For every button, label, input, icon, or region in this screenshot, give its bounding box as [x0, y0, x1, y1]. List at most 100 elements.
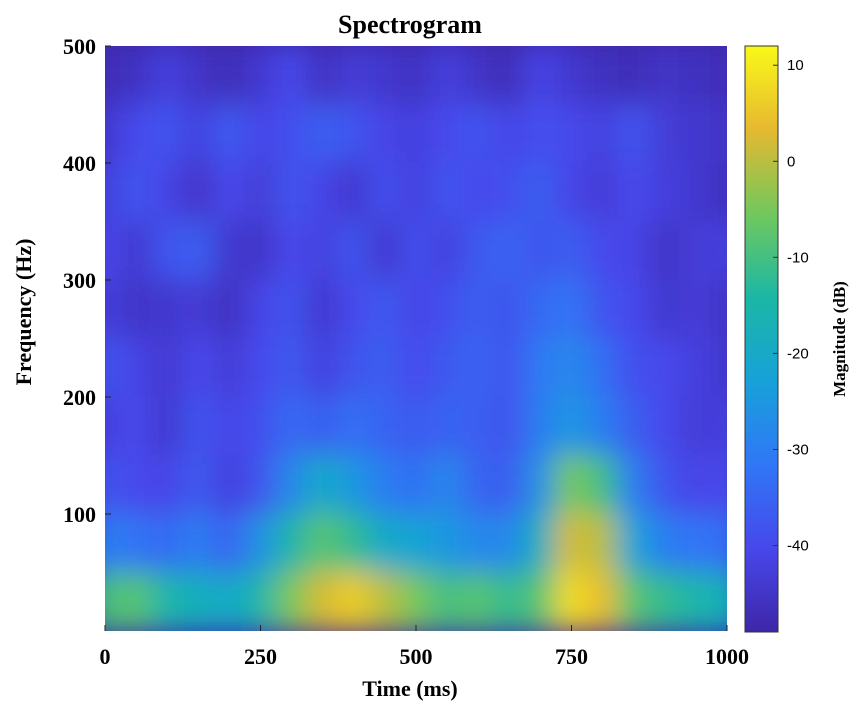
heatmap-cell: [306, 46, 340, 106]
heatmap-cell: [461, 571, 495, 631]
heatmap-cell: [181, 162, 215, 223]
heatmap-cell: [212, 396, 246, 457]
heatmap-cell: [105, 337, 122, 398]
heatmap-cell: [243, 396, 278, 457]
heatmap-cell: [586, 279, 620, 340]
heatmap-cell: [119, 571, 153, 631]
heatmap-cell: [492, 46, 526, 106]
heatmap-cell: [150, 571, 184, 631]
heatmap-cell: [150, 279, 184, 340]
heatmap-cell: [105, 103, 122, 164]
heatmap-cell: [399, 46, 433, 106]
heatmap-cell: [150, 396, 184, 457]
heatmap-cell: [430, 337, 464, 398]
heatmap-cell: [212, 513, 246, 574]
y-axis-ticks: 100 200 300 400 500: [63, 34, 111, 527]
heatmap-cell: [523, 103, 557, 164]
heatmap-cell: [586, 513, 620, 574]
heatmap-cell: [399, 279, 433, 340]
colorbar-tick-label: -30: [787, 441, 809, 458]
heatmap-cell: [119, 46, 153, 106]
heatmap-cell: [461, 279, 495, 340]
heatmap-cell: [275, 513, 309, 574]
heatmap-cell: [399, 396, 433, 457]
heatmap-cell: [430, 279, 464, 340]
heatmap-cell: [337, 220, 371, 281]
heatmap-cell: [368, 162, 402, 223]
plot-area: [105, 46, 727, 631]
heatmap-cell: [337, 162, 371, 223]
heatmap-cell: [181, 513, 215, 574]
heatmap-cell: [710, 396, 727, 457]
heatmap-cell: [461, 220, 495, 281]
heatmap-cell: [554, 162, 589, 223]
chart-title: Spectrogram: [338, 10, 482, 39]
heatmap-cell: [586, 396, 620, 457]
heatmap-cell: [306, 337, 340, 398]
heatmap-cell: [710, 454, 727, 515]
heatmap-cell: [710, 103, 727, 164]
heatmap-cell: [105, 571, 122, 631]
heatmap-cell: [586, 454, 620, 515]
heatmap-cell: [306, 513, 340, 574]
heatmap-cell: [710, 337, 727, 398]
heatmap-cell: [212, 103, 246, 164]
heatmap-cell: [430, 162, 464, 223]
heatmap-cell: [523, 513, 557, 574]
heatmap-cell: [105, 220, 122, 281]
heatmap-cell: [275, 103, 309, 164]
heatmap-cell: [492, 513, 526, 574]
heatmap-cell: [105, 46, 122, 106]
heatmap-cell: [243, 162, 278, 223]
heatmap-cell: [710, 571, 727, 631]
heatmap-cell: [430, 454, 464, 515]
heatmap-cell: [492, 103, 526, 164]
heatmap-cell: [586, 571, 620, 631]
heatmap-cell: [275, 396, 309, 457]
heatmap-cell: [275, 571, 309, 631]
heatmap-cell: [212, 220, 246, 281]
colorbar-label: Magnitude (dB): [830, 281, 849, 397]
heatmap-cell: [523, 571, 557, 631]
heatmap-cell: [679, 162, 713, 223]
heatmap-cell: [648, 103, 682, 164]
heatmap-cell: [243, 337, 278, 398]
heatmap-cell: [181, 103, 215, 164]
heatmap-cell: [648, 454, 682, 515]
heatmap-cell: [430, 396, 464, 457]
heatmap-cell: [105, 454, 122, 515]
heatmap-cell: [306, 396, 340, 457]
heatmap-cell: [492, 220, 526, 281]
heatmap-cell: [368, 46, 402, 106]
heatmap-cell: [679, 571, 713, 631]
heatmap-cell: [461, 513, 495, 574]
heatmap-cell: [275, 162, 309, 223]
heatmap-cell: [150, 337, 184, 398]
heatmap-cell: [105, 279, 122, 340]
heatmap-cell: [679, 220, 713, 281]
heatmap-cell: [648, 396, 682, 457]
heatmap-cell: [492, 454, 526, 515]
heatmap-cell: [523, 396, 557, 457]
heatmap-cell: [306, 162, 340, 223]
heatmap-cell: [337, 46, 371, 106]
heatmap-cell: [243, 279, 278, 340]
heatmap-cell: [430, 513, 464, 574]
heatmap-cell: [617, 396, 651, 457]
heatmap-cell: [554, 46, 589, 106]
heatmap-cell: [461, 162, 495, 223]
heatmap-cell: [679, 46, 713, 106]
heatmap-cell: [181, 279, 215, 340]
heatmap-cell: [119, 513, 153, 574]
heatmap-cell: [617, 46, 651, 106]
heatmap-cell: [368, 454, 402, 515]
heatmap-cell: [523, 454, 557, 515]
heatmap-cell: [617, 162, 651, 223]
heatmap-cell: [679, 454, 713, 515]
heatmap-cell: [679, 279, 713, 340]
y-tick-label: 200: [63, 385, 96, 410]
heatmap-cell: [399, 220, 433, 281]
y-axis-label: Frequency (Hz): [11, 239, 36, 386]
colorbar-tick-label: 0: [787, 153, 795, 170]
heatmap-cell: [243, 46, 278, 106]
